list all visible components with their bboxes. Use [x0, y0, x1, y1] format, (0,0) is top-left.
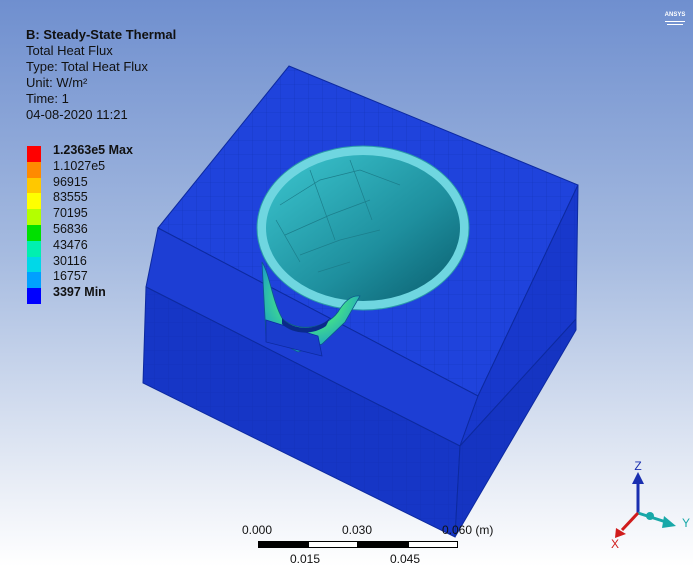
x-axis-line: [620, 511, 640, 532]
legend-swatch: [27, 146, 41, 162]
result-type: Type: Total Heat Flux: [26, 59, 148, 74]
logo-rule: [665, 21, 685, 22]
z-axis-label: Z: [634, 459, 641, 473]
x-axis-label: X: [611, 537, 619, 551]
legend-swatch: [27, 161, 41, 178]
legend-max-label: 1.2363e5 Max: [53, 143, 133, 157]
legend-label: 56836: [53, 221, 88, 236]
result-info-panel: B: Steady-State Thermal Total Heat Flux …: [26, 27, 176, 123]
legend-labels: 1.2363e5 Max 1.1027e5 96915 83555 70195 …: [53, 143, 133, 301]
legend-swatch: [27, 177, 41, 194]
result-date: 04-08-2020 11:21: [26, 107, 128, 122]
legend-label: 96915: [53, 174, 88, 189]
z-axis-arrow: [632, 472, 644, 484]
scale-label: 0.030: [342, 523, 373, 537]
cavity-interior: [266, 155, 460, 301]
scale-label: 0.015: [290, 552, 321, 566]
result-unit: Unit: W/m²: [26, 75, 88, 90]
x-axis-arrow: [615, 528, 626, 538]
analysis-title: B: Steady-State Thermal: [26, 27, 177, 42]
scale-segment: [308, 541, 358, 548]
scale-segment: [258, 541, 308, 548]
legend-swatch: [27, 256, 41, 273]
legend-label: 30116: [53, 253, 87, 268]
model-right-face-mesh: [455, 185, 578, 537]
legend-swatch: [27, 209, 41, 225]
legend-swatch: [27, 240, 41, 257]
legend-swatch: [27, 193, 41, 210]
result-time: Time: 1: [26, 91, 69, 106]
y-axis-label: Y: [682, 516, 690, 530]
legend-swatch: [27, 272, 41, 289]
logo-text: ANSYS: [664, 12, 686, 18]
y-axis-arrow: [662, 516, 676, 528]
legend-label: 70195: [53, 206, 88, 221]
legend-swatch: [27, 288, 41, 304]
scale-label: 0.000: [242, 523, 273, 537]
logo-rule: [667, 24, 683, 25]
ansys-logo: ANSYS: [662, 12, 688, 34]
cavity-mesh-lines: [275, 159, 401, 273]
legend-min-label: 3397 Min: [53, 285, 106, 300]
result-name: Total Heat Flux: [26, 43, 113, 58]
model-front-face-mesh: [143, 287, 460, 537]
scale-label: 0.045: [390, 552, 421, 566]
scale-segment: [408, 541, 458, 548]
legend-label: 16757: [53, 269, 88, 284]
legend-label: 43476: [53, 237, 88, 252]
axis-triad[interactable]: Z Y X: [598, 458, 693, 553]
legend-label: 83555: [53, 190, 88, 205]
triad-origin-marker: [646, 512, 654, 520]
notch-inner: [282, 318, 330, 333]
scale-label: 0.060 (m): [442, 523, 494, 537]
scale-bar: 0.000 0.030 0.060 (m) 0.015 0.045: [230, 521, 530, 567]
legend-swatch: [27, 224, 41, 241]
scale-segment: [358, 541, 408, 548]
legend-label: 1.1027e5: [53, 158, 106, 173]
legend-swatches: [27, 146, 41, 304]
